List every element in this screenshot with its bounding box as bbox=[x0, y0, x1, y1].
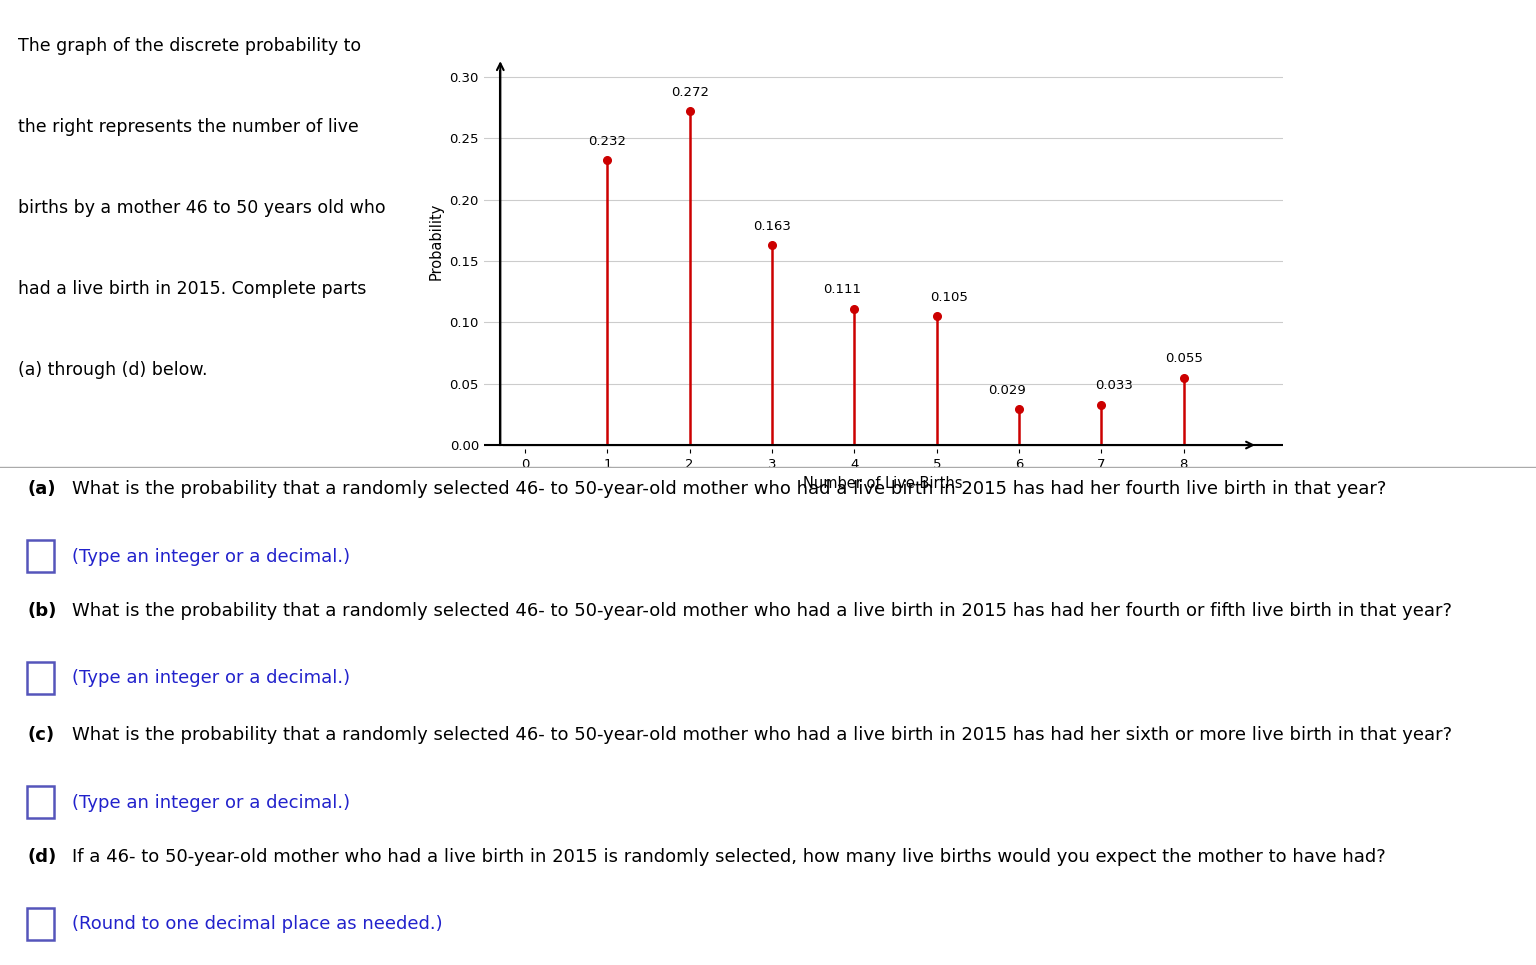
Text: births by a mother 46 to 50 years old who: births by a mother 46 to 50 years old wh… bbox=[18, 199, 386, 217]
Text: (Type an integer or a decimal.): (Type an integer or a decimal.) bbox=[72, 670, 350, 687]
X-axis label: Number of Live Births: Number of Live Births bbox=[803, 477, 963, 491]
Bar bbox=[28, 662, 54, 694]
Text: 0.232: 0.232 bbox=[588, 135, 627, 148]
Text: (Round to one decimal place as needed.): (Round to one decimal place as needed.) bbox=[72, 915, 442, 933]
Text: (c): (c) bbox=[28, 727, 54, 744]
Text: What is the probability that a randomly selected 46- to 50-year-old mother who h: What is the probability that a randomly … bbox=[72, 727, 1452, 744]
Text: What is the probability that a randomly selected 46- to 50-year-old mother who h: What is the probability that a randomly … bbox=[72, 602, 1452, 620]
Bar bbox=[28, 908, 54, 940]
Text: (a): (a) bbox=[28, 481, 55, 499]
Text: 0.029: 0.029 bbox=[988, 384, 1026, 398]
Bar bbox=[28, 786, 54, 818]
Text: (Type an integer or a decimal.): (Type an integer or a decimal.) bbox=[72, 547, 350, 565]
Bar bbox=[28, 540, 54, 572]
Text: the right represents the number of live: the right represents the number of live bbox=[18, 118, 359, 136]
Text: (d): (d) bbox=[28, 848, 57, 867]
Text: The graph of the discrete probability to: The graph of the discrete probability to bbox=[18, 37, 361, 55]
Y-axis label: Probability: Probability bbox=[429, 203, 444, 280]
Text: 0.163: 0.163 bbox=[753, 220, 791, 233]
Text: (Type an integer or a decimal.): (Type an integer or a decimal.) bbox=[72, 793, 350, 812]
Text: If a 46- to 50-year-old mother who had a live birth in 2015 is randomly selected: If a 46- to 50-year-old mother who had a… bbox=[72, 848, 1385, 867]
Text: 0.033: 0.033 bbox=[1095, 379, 1132, 392]
Text: (b): (b) bbox=[28, 602, 57, 620]
Text: 0.111: 0.111 bbox=[823, 284, 862, 296]
Text: had a live birth in 2015. Complete parts: had a live birth in 2015. Complete parts bbox=[18, 280, 367, 298]
Text: 0.272: 0.272 bbox=[671, 86, 708, 98]
Text: What is the probability that a randomly selected 46- to 50-year-old mother who h: What is the probability that a randomly … bbox=[72, 481, 1387, 499]
Text: (a) through (d) below.: (a) through (d) below. bbox=[18, 361, 207, 379]
Text: 0.055: 0.055 bbox=[1164, 352, 1203, 365]
Text: 0.105: 0.105 bbox=[931, 290, 968, 304]
